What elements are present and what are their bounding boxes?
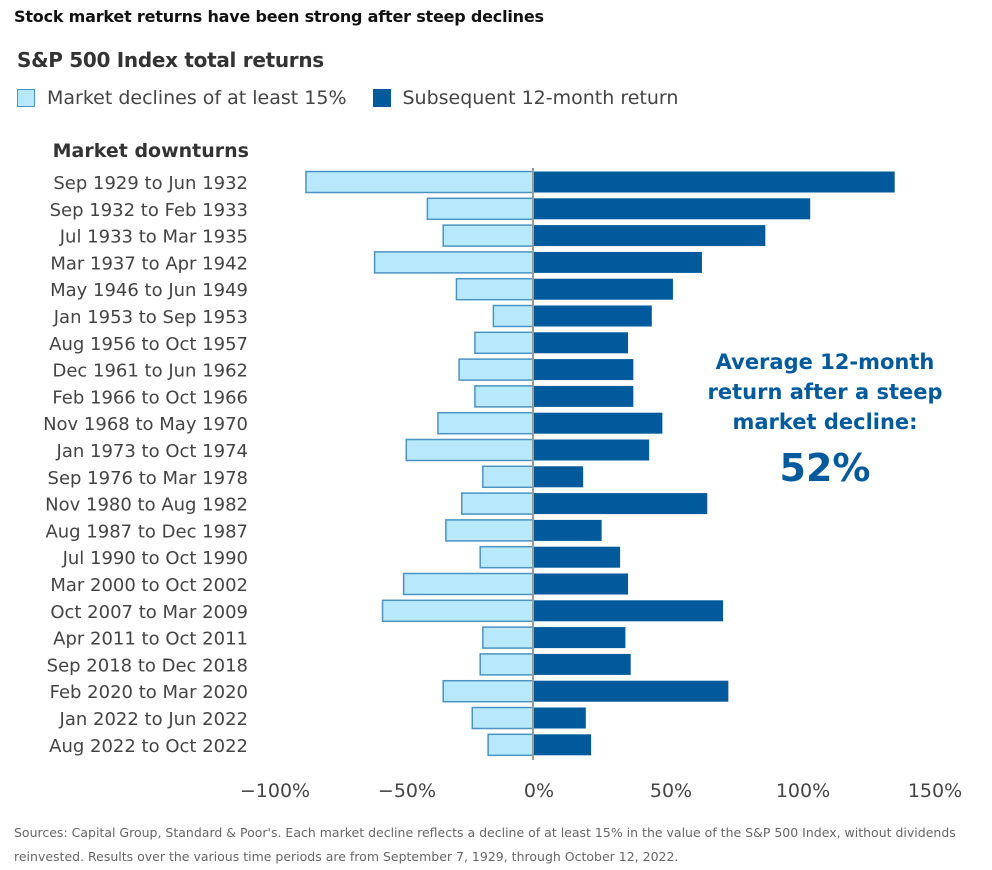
callout-line-1: Average 12-month xyxy=(715,350,935,374)
category-label: Jan 2022 to Jun 2022 xyxy=(59,709,248,730)
bar-decline xyxy=(479,653,534,676)
x-tick-label: −50% xyxy=(378,780,436,802)
category-label: Apr 2011 to Oct 2011 xyxy=(53,629,248,650)
bar-decline xyxy=(405,438,534,462)
category-label: Nov 1968 to May 1970 xyxy=(43,414,248,435)
category-label: May 1946 to Jun 1949 xyxy=(50,280,248,301)
average-return-callout: Average 12-month return after a steep ma… xyxy=(705,347,945,493)
category-label: Mar 1937 to Apr 1942 xyxy=(50,253,248,274)
category-axis-title: Market downturns xyxy=(52,140,249,162)
bar-decline xyxy=(442,224,534,247)
category-label: Feb 1966 to Oct 1966 xyxy=(52,387,248,408)
bar-return xyxy=(533,466,584,488)
bar-return xyxy=(533,439,650,461)
x-tick-label: 150% xyxy=(908,780,962,802)
category-label: Sep 2018 to Dec 2018 xyxy=(47,655,248,676)
x-tick-labels: −100% −50% 0% 50% 100% 150% xyxy=(240,780,962,802)
category-label: Nov 1980 to Aug 1982 xyxy=(45,495,248,516)
legend-label-decline: Market declines of at least 15% xyxy=(47,87,347,109)
callout-line-3: market decline: xyxy=(732,410,918,434)
x-tick-label: −100% xyxy=(240,780,310,802)
category-label: Sep 1929 to Jun 1932 xyxy=(53,173,248,194)
bar-decline xyxy=(492,304,534,328)
category-label: Feb 2020 to Mar 2020 xyxy=(50,682,248,703)
bar-decline xyxy=(305,170,534,194)
bar-decline xyxy=(474,331,534,355)
bar-decline xyxy=(381,599,534,623)
bar-return xyxy=(533,680,729,702)
category-label: Aug 1956 to Oct 1957 xyxy=(49,334,248,355)
bar-decline xyxy=(479,545,534,569)
bar-decline xyxy=(458,358,534,381)
category-label: Jan 1953 to Sep 1953 xyxy=(53,307,248,328)
legend: Market declines of at least 15% Subseque… xyxy=(17,87,678,109)
figure-title: Stock market returns have been strong af… xyxy=(14,7,544,26)
x-tick-label: 50% xyxy=(650,780,692,802)
bar-return xyxy=(533,225,766,247)
legend-label-return: Subsequent 12-month return xyxy=(402,87,679,109)
bar-return xyxy=(533,519,602,541)
category-label: Mar 2000 to Oct 2002 xyxy=(50,575,248,596)
bar-decline xyxy=(402,572,534,596)
callout-line-2: return after a steep xyxy=(707,380,943,404)
bar-return xyxy=(533,707,586,729)
category-labels: Sep 1929 to Jun 1932 Sep 1932 to Feb 1933… xyxy=(43,173,248,757)
return-bars xyxy=(533,171,895,756)
category-label: Sep 1932 to Feb 1933 xyxy=(50,200,248,221)
bar-return xyxy=(533,305,652,327)
bar-return xyxy=(533,332,629,354)
category-label: Dec 1961 to Jun 1962 xyxy=(52,361,248,382)
bar-return xyxy=(533,359,634,381)
bar-decline xyxy=(460,492,534,515)
bar-decline xyxy=(487,733,534,757)
bar-return xyxy=(533,251,702,273)
bar-decline xyxy=(426,197,534,221)
x-tick-label: 0% xyxy=(524,780,554,802)
chart-subtitle: S&P 500 Index total returns xyxy=(17,48,324,72)
bar-return xyxy=(533,385,634,407)
bar-return xyxy=(533,627,626,649)
source-note: Sources: Capital Group, Standard & Poor'… xyxy=(14,825,956,864)
bar-return xyxy=(533,171,895,193)
bar-return xyxy=(533,278,673,300)
bar-decline xyxy=(471,706,534,730)
bar-decline xyxy=(474,385,534,408)
bar-decline xyxy=(445,519,534,542)
decline-bars xyxy=(305,170,534,757)
bar-decline xyxy=(373,251,534,274)
legend-swatch-return xyxy=(372,89,391,107)
bar-decline xyxy=(437,411,534,435)
bar-decline xyxy=(482,465,534,489)
category-label: Jan 1973 to Oct 1974 xyxy=(56,441,248,462)
bar-return xyxy=(533,600,724,622)
bar-return xyxy=(533,412,663,434)
x-tick-label: 100% xyxy=(776,780,830,802)
bar-return xyxy=(533,546,621,568)
bar-return xyxy=(533,573,629,595)
category-label: Sep 1976 to Mar 1978 xyxy=(48,468,248,489)
bar-return xyxy=(533,198,811,220)
category-label: Jul 1990 to Oct 1990 xyxy=(62,548,248,569)
legend-swatch-decline xyxy=(17,89,35,107)
bar-decline xyxy=(442,679,534,703)
bar-return xyxy=(533,493,708,515)
category-label: Aug 1987 to Dec 1987 xyxy=(45,521,248,542)
bar-return xyxy=(533,734,592,756)
bar-decline xyxy=(482,626,534,649)
category-label: Oct 2007 to Mar 2009 xyxy=(50,602,248,623)
callout-value: 52% xyxy=(779,446,871,490)
category-label: Jul 1933 to Mar 1935 xyxy=(59,227,248,248)
bar-return xyxy=(533,653,631,675)
bar-decline xyxy=(455,277,534,301)
category-label: Aug 2022 to Oct 2022 xyxy=(49,736,248,757)
